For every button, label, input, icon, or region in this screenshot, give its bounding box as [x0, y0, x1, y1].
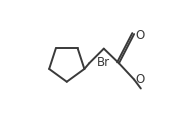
Text: O: O	[135, 73, 145, 86]
Text: O: O	[135, 28, 145, 41]
Text: Br: Br	[97, 55, 110, 68]
